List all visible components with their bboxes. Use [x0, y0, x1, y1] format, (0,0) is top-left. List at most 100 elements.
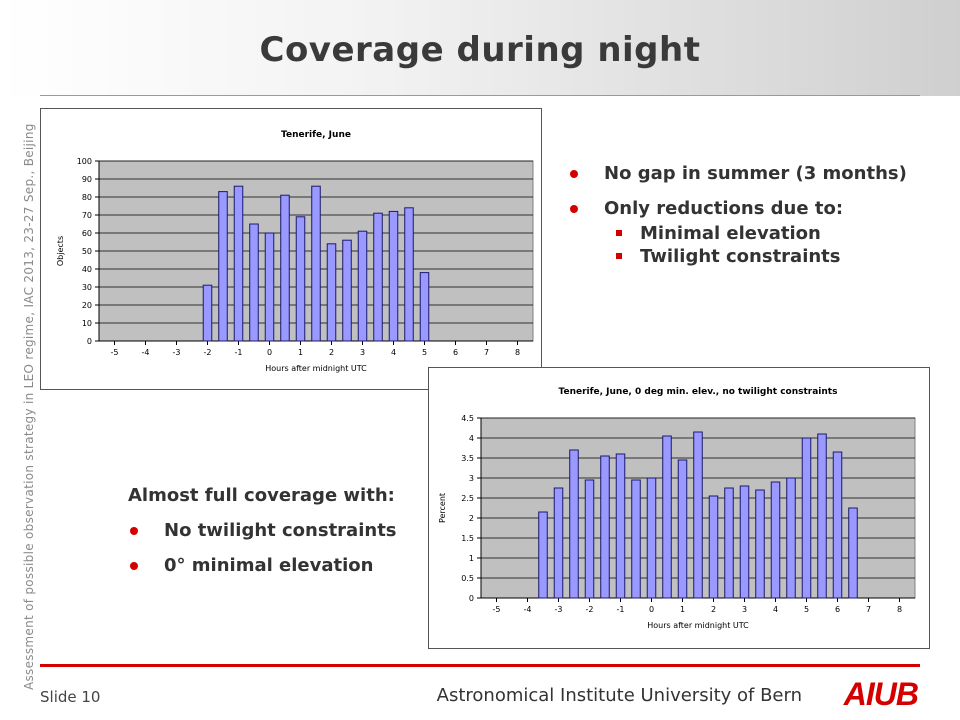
y-tick-label: 40	[82, 265, 92, 274]
x-tick-label: 8	[897, 605, 902, 614]
aiub-logo: AIUB	[843, 676, 919, 712]
bar	[342, 239, 352, 342]
bar	[786, 477, 796, 599]
x-tick-label: 6	[453, 348, 458, 357]
square-bullet-icon	[616, 230, 622, 236]
bar	[724, 487, 734, 599]
chart-objects: 0 10 20 30 40 50 60 70 80 90 100 -5 -4 -3 -2 -1 0 1 2 3 4 5 6 7…	[56, 130, 534, 373]
bar	[848, 507, 858, 599]
sub-bullet-item: Minimal elevation	[608, 223, 948, 244]
title-background	[0, 0, 960, 96]
bullet-heading: Almost full coverage with:	[128, 485, 395, 506]
bar	[404, 207, 414, 342]
bullet-dot-icon	[570, 205, 578, 213]
bullet-item: No gap in summer (3 months)	[568, 163, 948, 184]
bullet-dot-icon	[130, 527, 138, 535]
bar	[662, 435, 672, 599]
bar	[817, 433, 827, 599]
x-tick-label: 0	[267, 348, 272, 357]
y-tick-label: 1	[469, 554, 474, 563]
y-tick-label: 60	[82, 229, 92, 238]
bar	[233, 185, 244, 342]
x-tick-label: -2	[204, 348, 212, 357]
y-tick-label: 0	[87, 337, 92, 346]
square-bullet-icon	[616, 253, 622, 259]
chart-percent-box: 0 0.5 1 1.5 2 2.5 3 3.5 4 4.5 -5 -4 -3 -2 -1 0 1 2 3 4 5 6 7 8 T…	[428, 367, 930, 649]
slide-number: Slide 10	[40, 688, 101, 706]
bar	[600, 455, 610, 599]
chart-title: Tenerife, June, 0 deg min. elev., no twi…	[559, 387, 838, 397]
x-axis-label: Hours after midnight UTC	[265, 364, 367, 373]
bar	[631, 479, 641, 599]
x-tick-label: 7	[484, 348, 489, 357]
bar	[832, 451, 843, 599]
bar	[249, 223, 259, 342]
bar	[388, 210, 399, 342]
y-tick-label: 4	[469, 434, 474, 443]
y-tick-label: 2	[469, 514, 474, 523]
chart-percent: 0 0.5 1 1.5 2 2.5 3 3.5 4 4.5 -5 -4 -3 -2 -1 0 1 2 3 4 5 6 7 8 T…	[438, 387, 916, 630]
bar	[739, 485, 750, 599]
bullet-list-bottom: Almost full coverage with: No twilight c…	[128, 485, 428, 590]
bullet-list-top: No gap in summer (3 months) Only reducti…	[568, 163, 948, 269]
x-tick-label: 5	[422, 348, 427, 357]
y-tick-label: 80	[82, 193, 92, 202]
bar	[677, 459, 688, 599]
x-tick-label: 1	[298, 348, 303, 357]
bar	[280, 194, 290, 342]
bar	[538, 511, 548, 599]
bar	[326, 243, 337, 342]
x-tick-label: -3	[555, 605, 563, 614]
x-tick-label: 2	[711, 605, 716, 614]
bullet-label: Only reductions due to:	[604, 198, 844, 219]
bullet-label: No twilight constraints	[164, 520, 397, 541]
y-axis-label: Percent	[438, 493, 447, 523]
bullet-dot-icon	[130, 562, 138, 570]
footer-divider	[40, 664, 920, 667]
y-tick-label: 3.5	[461, 454, 474, 463]
x-tick-label: 3	[742, 605, 747, 614]
institute-name: Astronomical Institute University of Ber…	[436, 685, 802, 706]
y-tick-label: 70	[82, 211, 92, 220]
bar	[569, 449, 579, 599]
x-tick-label: 5	[804, 605, 809, 614]
sub-bullet-label: Twilight constraints	[640, 246, 841, 267]
y-tick-label: 20	[82, 301, 92, 310]
bullet-item: No twilight constraints	[128, 520, 428, 541]
x-tick-label: -4	[142, 348, 150, 357]
bar	[646, 477, 657, 599]
bar	[295, 216, 306, 342]
sub-bullet-item: Twilight constraints	[608, 246, 948, 267]
bar	[755, 489, 765, 599]
y-tick-label: 1.5	[461, 534, 474, 543]
x-tick-label: -2	[586, 605, 594, 614]
x-tick-label: 2	[329, 348, 334, 357]
y-tick-label: 2.5	[461, 494, 474, 503]
y-tick-label: 0.5	[461, 574, 474, 583]
bar	[373, 212, 383, 342]
x-tick-label: -5	[493, 605, 501, 614]
bullet-label: 0° minimal elevation	[164, 555, 374, 576]
bar	[419, 272, 430, 342]
x-tick-label: -1	[617, 605, 625, 614]
y-tick-label: 10	[82, 319, 92, 328]
x-tick-label: 4	[391, 348, 396, 357]
x-axis-label: Hours after midnight UTC	[647, 621, 749, 630]
bar	[264, 232, 275, 342]
side-caption: Assessment of possible observation strat…	[22, 123, 36, 690]
bullet-item: Only reductions due to:	[568, 198, 948, 219]
y-tick-label: 30	[82, 283, 92, 292]
y-tick-label: 90	[82, 175, 92, 184]
bullet-label: No gap in summer (3 months)	[604, 163, 907, 184]
x-tick-label: -3	[173, 348, 181, 357]
x-tick-label: 0	[649, 605, 654, 614]
bar	[708, 495, 719, 599]
x-tick-label: 1	[680, 605, 685, 614]
sub-bullet-label: Minimal elevation	[640, 223, 821, 244]
x-tick-label: -1	[235, 348, 243, 357]
y-axis-label: Objects	[56, 236, 65, 266]
x-tick-label: 7	[866, 605, 871, 614]
y-tick-label: 50	[82, 247, 92, 256]
bar	[615, 453, 626, 599]
title-divider	[40, 95, 920, 96]
